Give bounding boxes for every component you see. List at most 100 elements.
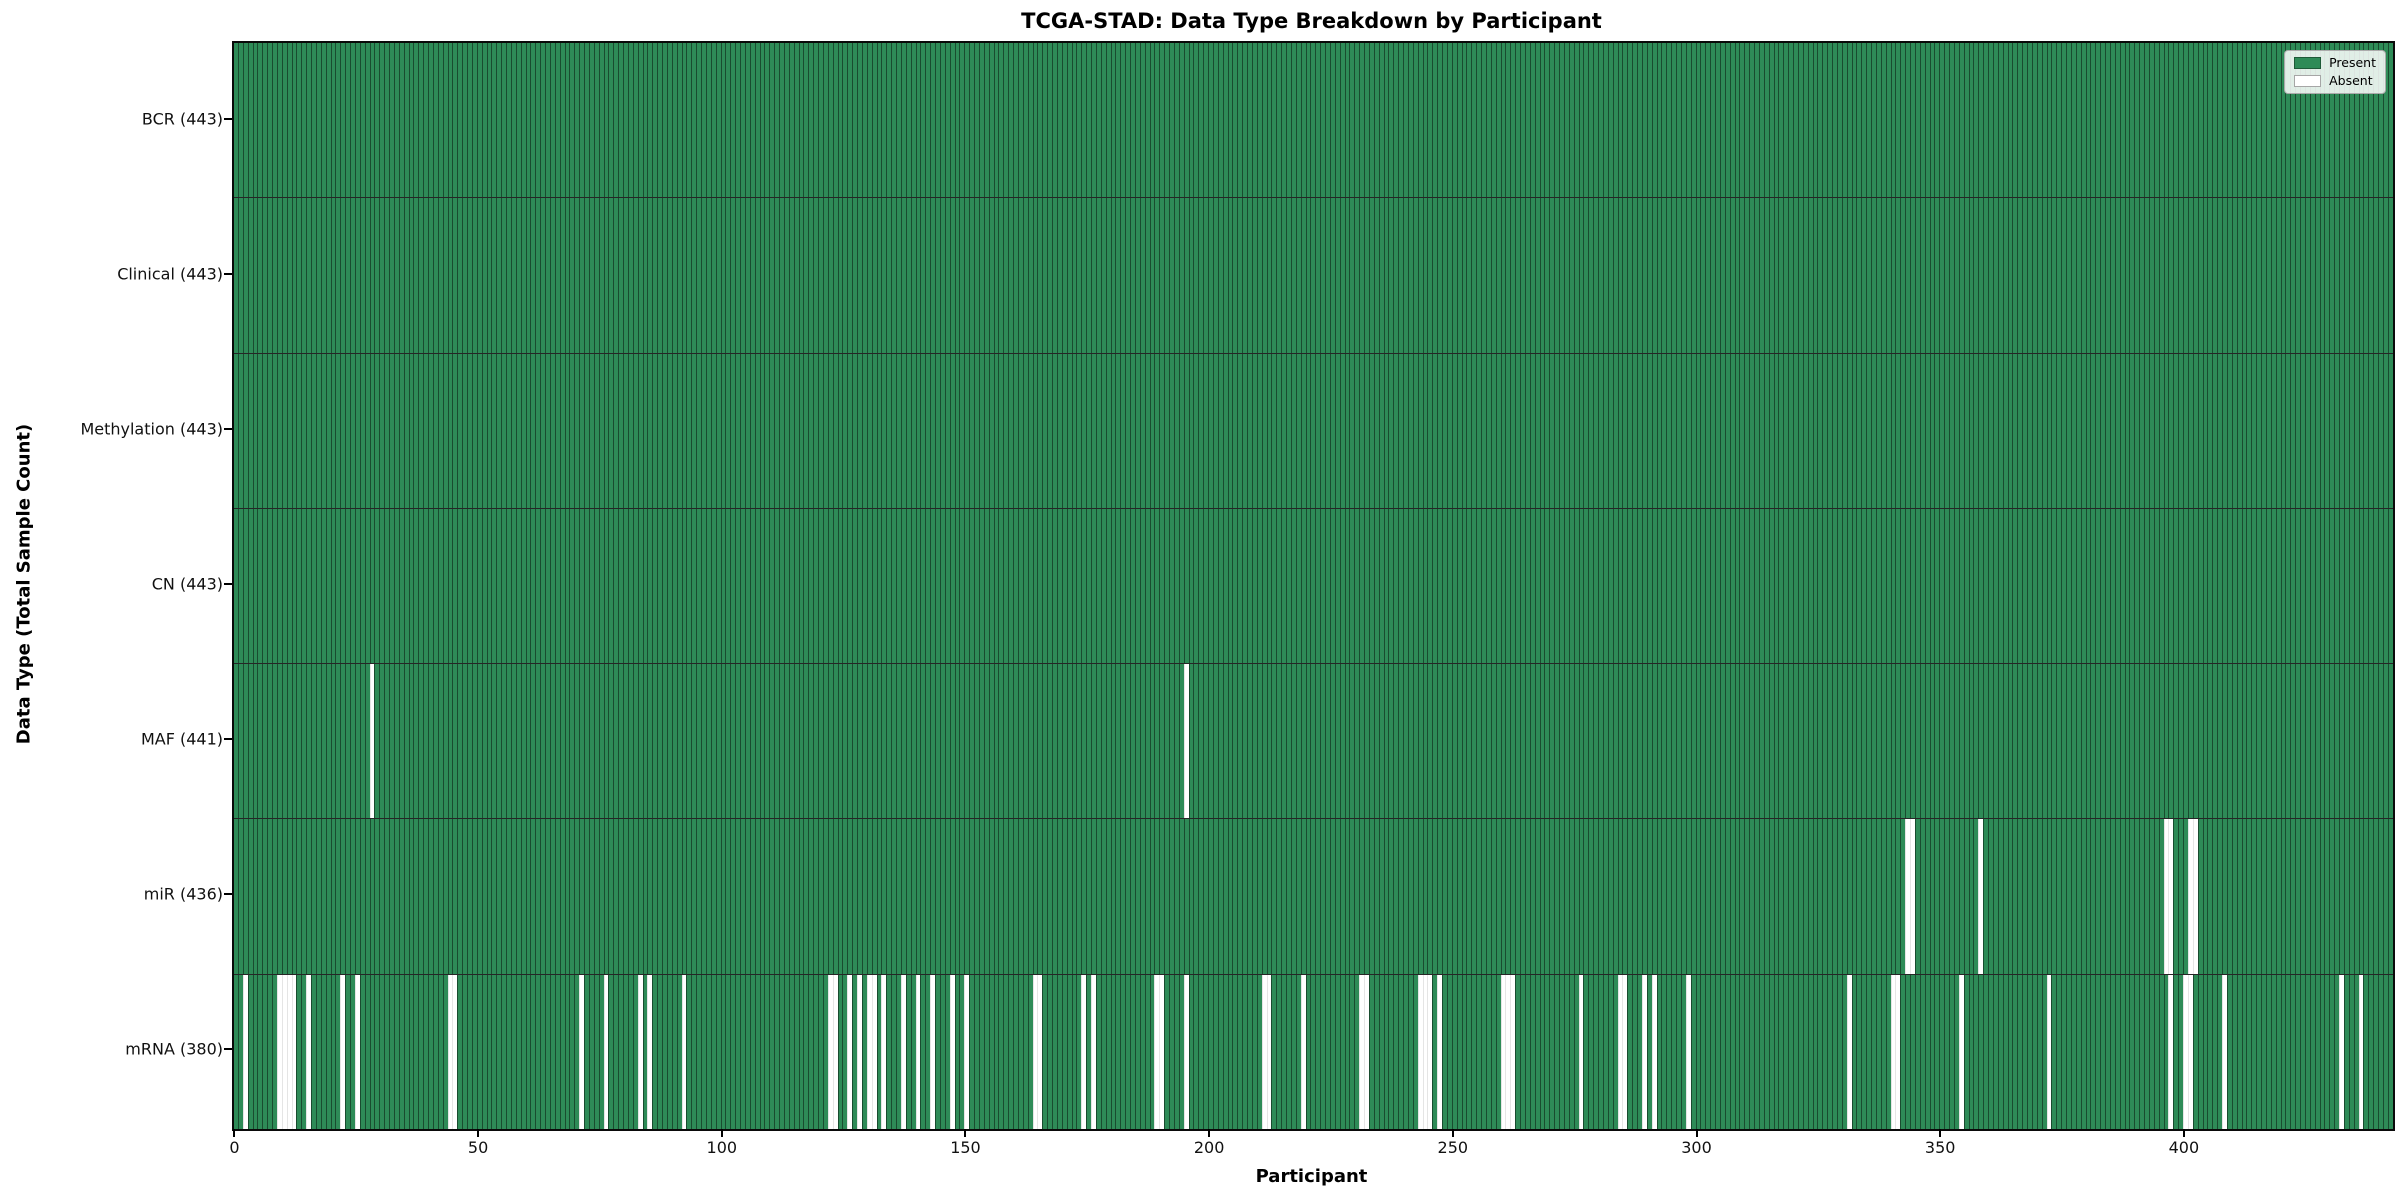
heatmap-cell (1364, 819, 1369, 974)
heatmap-cell (234, 664, 238, 819)
heatmap-cell (1529, 664, 1535, 819)
heatmap-cell (715, 819, 721, 974)
heatmap-cell (2173, 974, 2179, 1129)
heatmap-cell (1334, 974, 1340, 1129)
heatmap-cell (1178, 43, 1184, 198)
heatmap-cell (2144, 508, 2149, 664)
heatmap-cell (496, 198, 502, 353)
heatmap-cell (598, 664, 604, 819)
heatmap-cell (1476, 353, 1481, 508)
heatmap-cell (520, 819, 526, 974)
heatmap-cell (554, 819, 560, 974)
heatmap-cell (2241, 974, 2247, 1129)
heatmap-cell (2309, 664, 2315, 819)
heatmap-cell (2153, 353, 2159, 508)
heatmap-cell (320, 508, 326, 664)
heatmap-cell (1305, 664, 1311, 819)
heatmap-cell (593, 353, 599, 508)
heatmap-cell (2343, 974, 2349, 1129)
heatmap-cell (876, 353, 882, 508)
heatmap-cell (1524, 974, 1530, 1129)
heatmap-cell (983, 353, 989, 508)
heatmap-cell (1919, 819, 1925, 974)
heatmap-cell (2017, 819, 2023, 974)
heatmap-cell (710, 819, 716, 974)
heatmap-cell (598, 974, 604, 1129)
heatmap-cell (705, 198, 711, 353)
heatmap-cell (1008, 43, 1013, 198)
heatmap-cell (1495, 198, 1501, 353)
heatmap-cell (2070, 43, 2076, 198)
heatmap-cell (1139, 508, 1145, 664)
heatmap-cell (2183, 353, 2188, 508)
heatmap-cell (1373, 43, 1379, 198)
heatmap-cell (1719, 43, 1725, 198)
heatmap-cell (1349, 198, 1355, 353)
heatmap-cell (1568, 819, 1574, 974)
heatmap-cell (2085, 43, 2091, 198)
heatmap-cell (671, 819, 677, 974)
heatmap-cell (1378, 974, 1384, 1129)
heatmap-cell (2085, 353, 2091, 508)
heatmap-cell (710, 974, 716, 1129)
heatmap-cell (1446, 974, 1452, 1129)
heatmap-cell (891, 43, 896, 198)
x-tick-label-0: 0 (229, 1138, 240, 1157)
heatmap-cell (1529, 43, 1535, 198)
heatmap-cell (262, 353, 268, 508)
heatmap-cell (993, 508, 999, 664)
heatmap-cell (2022, 353, 2027, 508)
heatmap-cell (988, 974, 994, 1129)
heatmap-cell (2373, 43, 2378, 198)
heatmap-cell (1198, 508, 1204, 664)
heatmap-cell (1724, 198, 1730, 353)
heatmap-cell (1017, 198, 1023, 353)
heatmap-cell (2061, 664, 2066, 819)
heatmap-cell (1520, 508, 1525, 664)
heatmap-cell (681, 353, 687, 508)
heatmap-cell (1812, 198, 1818, 353)
heatmap-cell (1607, 508, 1613, 664)
heatmap-cell (798, 819, 804, 974)
heatmap-cell (2139, 43, 2144, 198)
heatmap-cell (1403, 198, 1408, 353)
heatmap-cell (1383, 43, 1389, 198)
heatmap-cell (1627, 198, 1633, 353)
heatmap-cell (1227, 508, 1233, 664)
heatmap-cell (1617, 508, 1623, 664)
heatmap-cell (267, 353, 272, 508)
heatmap-cell (1329, 819, 1335, 974)
heatmap-cell (1139, 43, 1145, 198)
heatmap-cell (276, 974, 282, 1129)
heatmap-cell (1173, 43, 1179, 198)
heatmap-cell (515, 819, 521, 974)
heatmap-cell (1164, 819, 1169, 974)
heatmap-cell (1524, 198, 1530, 353)
heatmap-cell (1651, 819, 1657, 974)
heatmap-cell (462, 198, 467, 353)
heatmap-cell (1076, 508, 1082, 664)
heatmap-cell (520, 353, 526, 508)
heatmap-cell (852, 43, 857, 198)
heatmap-cell (652, 819, 658, 974)
heatmap-cell (340, 508, 346, 664)
heatmap-cell (452, 819, 458, 974)
heatmap-cell (1056, 508, 1062, 664)
heatmap-cell (710, 353, 716, 508)
heatmap-cell (1339, 353, 1345, 508)
heatmap-cell (857, 819, 862, 974)
heatmap-cell (1700, 353, 1706, 508)
heatmap-cell (467, 974, 472, 1129)
heatmap-cell (2070, 974, 2076, 1129)
heatmap-cell (437, 43, 443, 198)
heatmap-cell (686, 508, 692, 664)
heatmap-cell (2090, 508, 2096, 664)
heatmap-cell (1763, 974, 1769, 1129)
heatmap-cell (369, 353, 375, 508)
heatmap-cell (764, 43, 770, 198)
heatmap-cell (1022, 43, 1028, 198)
heatmap-cell (306, 353, 311, 508)
heatmap-cell (1061, 974, 1067, 1129)
heatmap-cell (1705, 974, 1711, 1129)
heatmap-cell (1568, 974, 1574, 1129)
